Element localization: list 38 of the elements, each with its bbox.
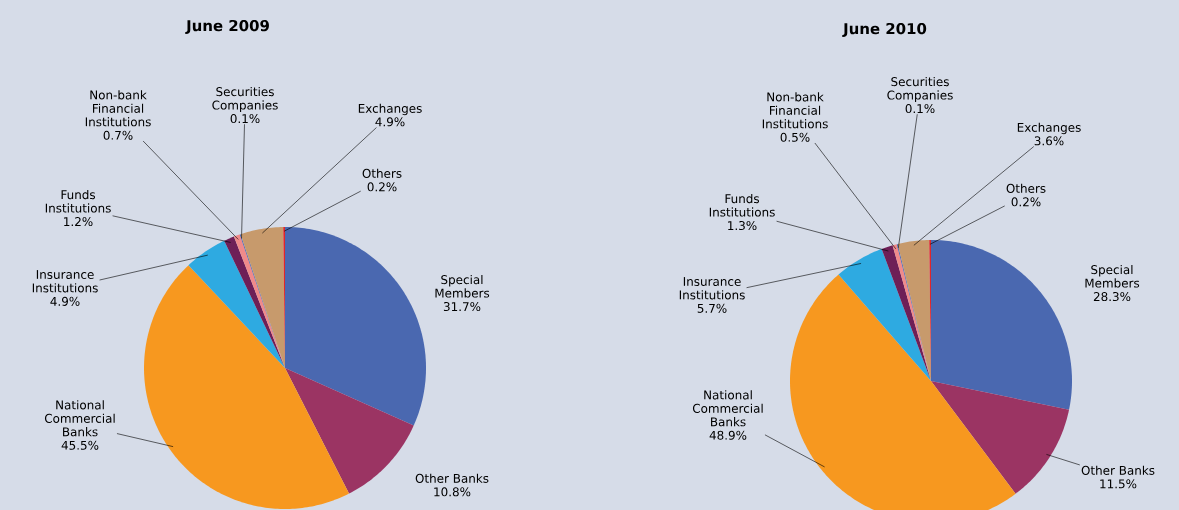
data-label: 1.3%	[728, 221, 757, 231]
data-label: 28.3%	[1093, 292, 1131, 302]
data-label: 5.7%	[697, 303, 727, 313]
slice-label: National Commercial Banks	[44, 400, 115, 437]
slice-label: Others	[1006, 183, 1046, 193]
data-label: 4.9%	[375, 117, 405, 127]
data-label: 0.5%	[780, 132, 810, 142]
slice-label: Non-bank Financial Institutions	[85, 90, 151, 127]
data-label: 4.9%	[50, 296, 80, 306]
slice-label: Securities Companies	[887, 76, 953, 102]
slice-label: Insurance Institutions	[679, 277, 745, 300]
data-label: 1.2%	[64, 217, 93, 227]
data-label: 11.5%	[1100, 479, 1137, 489]
slice-label: Exchanges	[358, 103, 422, 116]
slice-label: Funds Institutions	[45, 189, 111, 213]
data-label: 0.7%	[103, 130, 133, 140]
slice-label: Other Banks	[415, 473, 489, 483]
slice-label: Special Members	[1085, 264, 1140, 288]
data-label: 10.8%	[434, 487, 471, 497]
slice-label: Non-bank Financial Institutions	[762, 92, 828, 129]
slice-label: Other Banks	[1081, 465, 1155, 475]
slice-label: Securities Companies	[212, 86, 278, 112]
slice-label: Special Members	[435, 274, 490, 298]
slice-label: Exchanges	[1017, 122, 1081, 135]
data-label: 0.2%	[367, 182, 397, 192]
slice-label: National Commercial Banks	[692, 390, 763, 427]
data-label: 0.2%	[1011, 197, 1041, 207]
data-label: 0.1%	[905, 104, 935, 114]
chart-title: June 2009	[185, 19, 269, 35]
data-label: 48.9%	[709, 430, 747, 440]
data-label: 45.5%	[61, 440, 99, 450]
slice-label: Funds Institutions	[709, 193, 775, 217]
chart-title: June 2010	[842, 22, 927, 38]
data-label: 31.7%	[443, 302, 481, 312]
slice-label: Insurance Institutions	[32, 270, 98, 293]
slice-label: Others	[362, 168, 402, 178]
data-label: 0.1%	[230, 114, 260, 124]
data-label: 3.6%	[1034, 136, 1064, 146]
